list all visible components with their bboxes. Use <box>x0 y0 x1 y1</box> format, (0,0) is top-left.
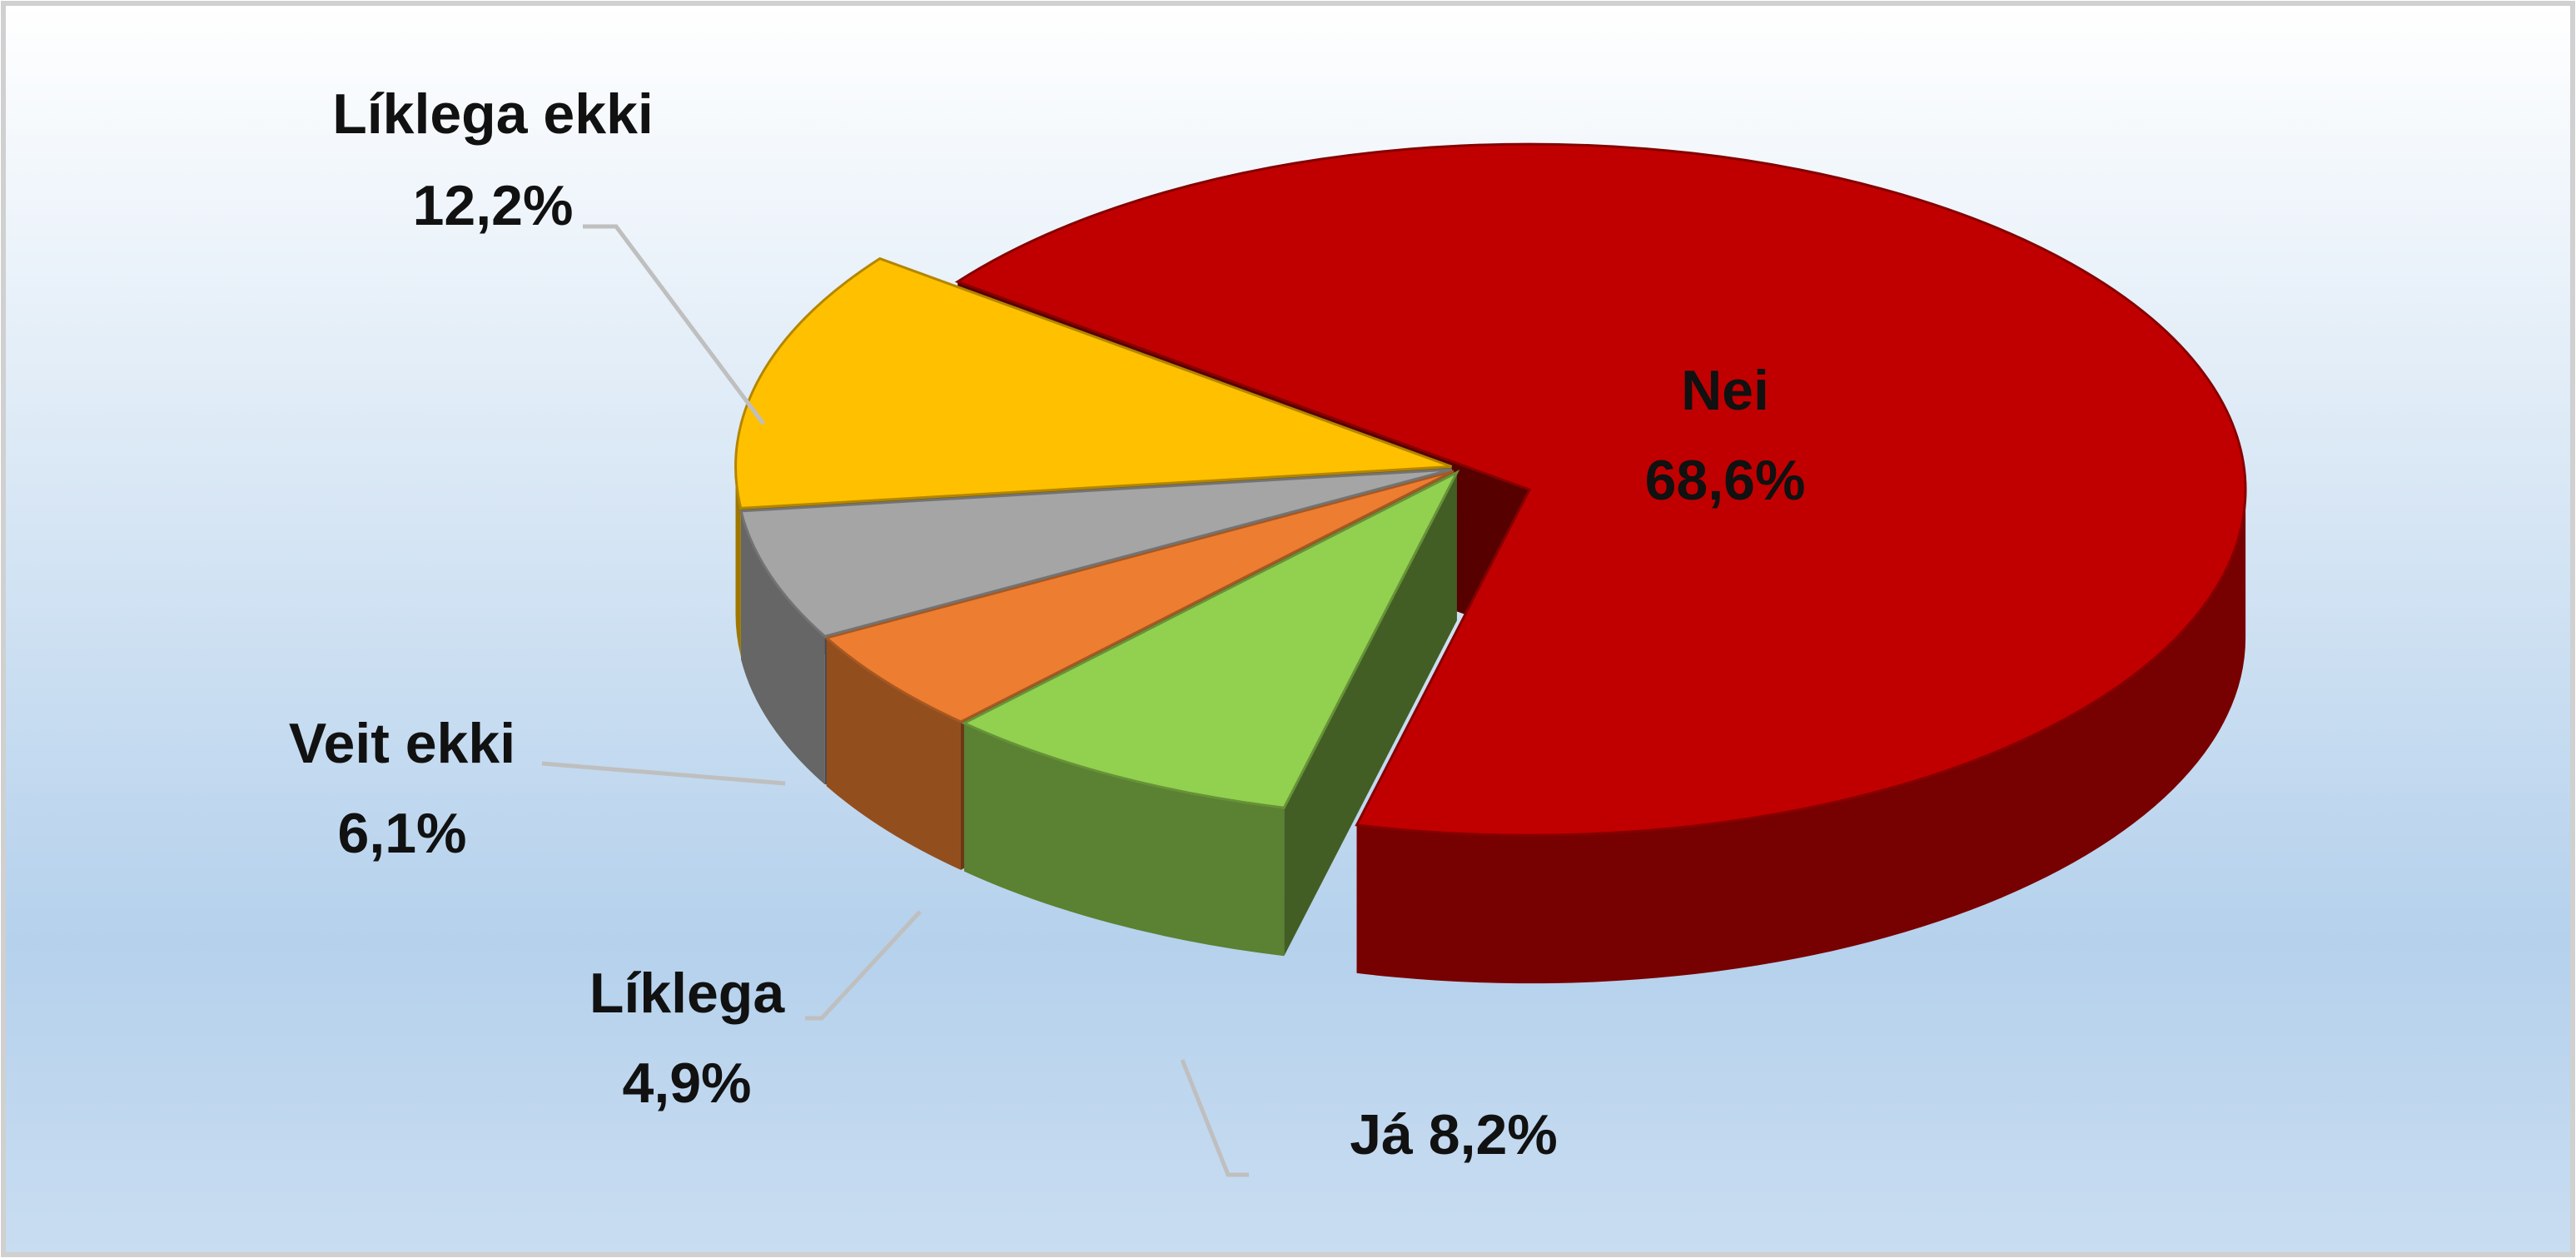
value-label: 6,1% <box>338 802 467 865</box>
value-label: 68,6% <box>1645 449 1806 512</box>
pie-slice <box>954 142 2247 837</box>
pie-slice <box>823 470 1455 723</box>
slice-wall <box>741 510 825 785</box>
category-label: Nei <box>1681 359 1769 422</box>
pie-slice <box>739 468 1453 638</box>
slice-wall <box>964 723 1285 957</box>
leader-line <box>583 224 766 425</box>
slice-wall <box>735 466 741 657</box>
category-label: Veit ekki <box>289 712 515 775</box>
category-label: Líklega <box>589 962 785 1025</box>
data-label: Já 8,2% <box>1350 1103 1558 1166</box>
leader-line <box>1180 1059 1249 1177</box>
pie-slice <box>734 256 1453 510</box>
slice-wall <box>826 638 961 870</box>
category-label: Já <box>1350 1103 1413 1166</box>
pie-slice <box>961 470 1460 809</box>
value-label: 4,9% <box>623 1052 752 1115</box>
slice-wall <box>1356 490 2246 984</box>
leader-line <box>541 761 786 786</box>
value-label: 8,2% <box>1429 1103 1558 1166</box>
leader-line <box>805 910 922 1021</box>
category-label: Líklega ekki <box>332 82 654 146</box>
value-label: 12,2% <box>413 174 574 237</box>
